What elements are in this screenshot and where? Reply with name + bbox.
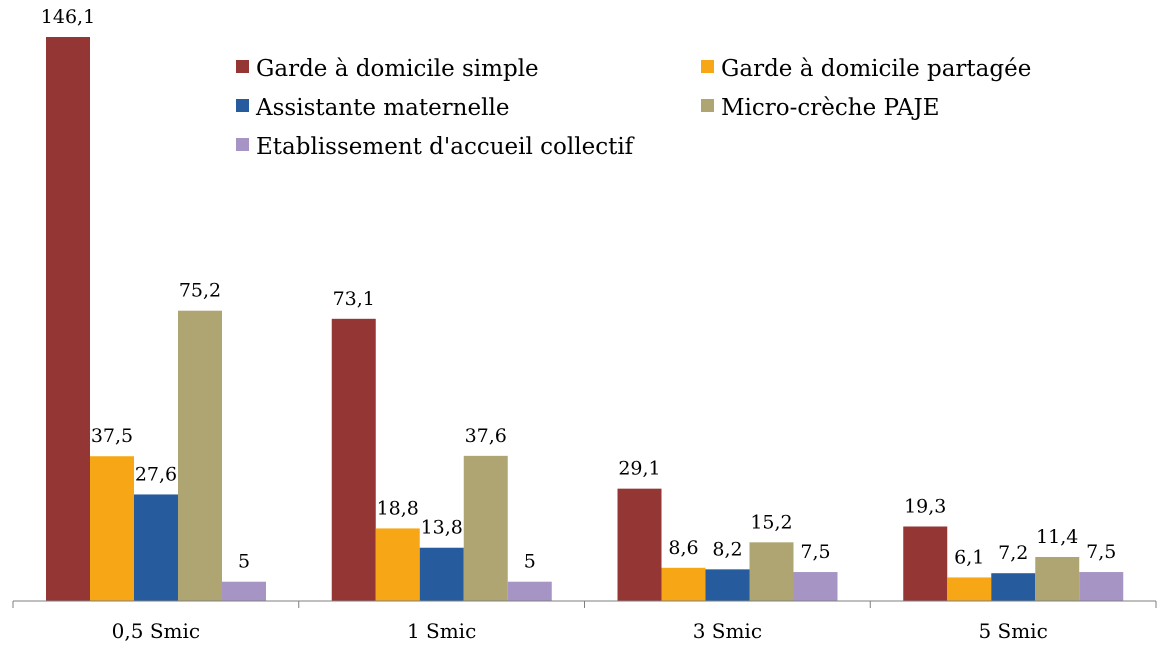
bar: [617, 488, 662, 601]
bar: [178, 310, 222, 601]
bars: [46, 37, 1124, 601]
bar: [705, 569, 750, 601]
bar: [90, 456, 134, 601]
data-label: 7,5: [1086, 541, 1116, 563]
data-label: 18,8: [377, 497, 419, 519]
legend: Garde à domicile simple Garde à domicile …: [236, 56, 1031, 160]
bar: [222, 581, 266, 601]
data-label: 146,1: [41, 6, 95, 28]
data-label: 19,3: [904, 495, 946, 517]
data-label: 7,5: [800, 541, 830, 563]
data-label: 6,1: [954, 546, 984, 568]
bar: [749, 542, 794, 601]
data-label: 75,2: [179, 280, 221, 302]
legend-swatch: [236, 99, 249, 112]
data-label: 73,1: [333, 288, 375, 310]
legend-label: Etablissement d'accueil collectif: [256, 134, 635, 160]
x-tick-label: 0,5 Smic: [112, 619, 200, 643]
bar: [1035, 556, 1080, 601]
x-axis: 0,5 Smic 1 Smic 3 Smic 5 Smic: [12, 600, 1157, 643]
bar: [991, 573, 1036, 601]
legend-swatch: [236, 138, 249, 151]
bar: [1079, 572, 1124, 601]
bar: [463, 455, 508, 601]
bar: [375, 528, 420, 601]
bar: [134, 494, 178, 601]
legend-label: Assistante maternelle: [255, 95, 509, 121]
bar: [419, 547, 464, 601]
value-labels: 146,1 37,527,6 75,2 5 73,1 18,813,8 37,6 5 29,1 8…: [41, 6, 1117, 573]
bar: [331, 318, 376, 601]
data-label: 5: [524, 551, 536, 573]
data-label: 27,6: [135, 463, 177, 485]
legend-label: Garde à domicile partagée: [721, 56, 1031, 82]
data-label: 7,2: [998, 542, 1028, 564]
data-label: 11,4: [1036, 526, 1078, 548]
bar: [507, 581, 552, 601]
legend-swatch: [701, 60, 714, 73]
bar: [661, 567, 706, 601]
legend-label: Micro-crèche PAJE: [721, 95, 940, 121]
data-label: 37,5: [91, 425, 133, 447]
x-tick-label: 3 Smic: [693, 619, 762, 643]
data-label: 13,8: [421, 517, 463, 539]
data-label: 8,2: [712, 538, 742, 560]
data-label: 37,6: [465, 425, 507, 447]
x-tick-label: 1 Smic: [407, 619, 476, 643]
x-tick-label: 5 Smic: [978, 619, 1047, 643]
bar: [947, 577, 992, 601]
legend-swatch: [701, 99, 714, 112]
bar: [793, 572, 838, 601]
data-label: 15,2: [750, 511, 792, 533]
legend-swatch: [236, 60, 249, 73]
data-label: 5: [238, 551, 250, 573]
legend-label: Garde à domicile simple: [256, 56, 539, 82]
bar: [46, 37, 90, 601]
data-label: 29,1: [618, 458, 660, 480]
bar: [903, 526, 948, 601]
data-label: 8,6: [668, 537, 698, 559]
